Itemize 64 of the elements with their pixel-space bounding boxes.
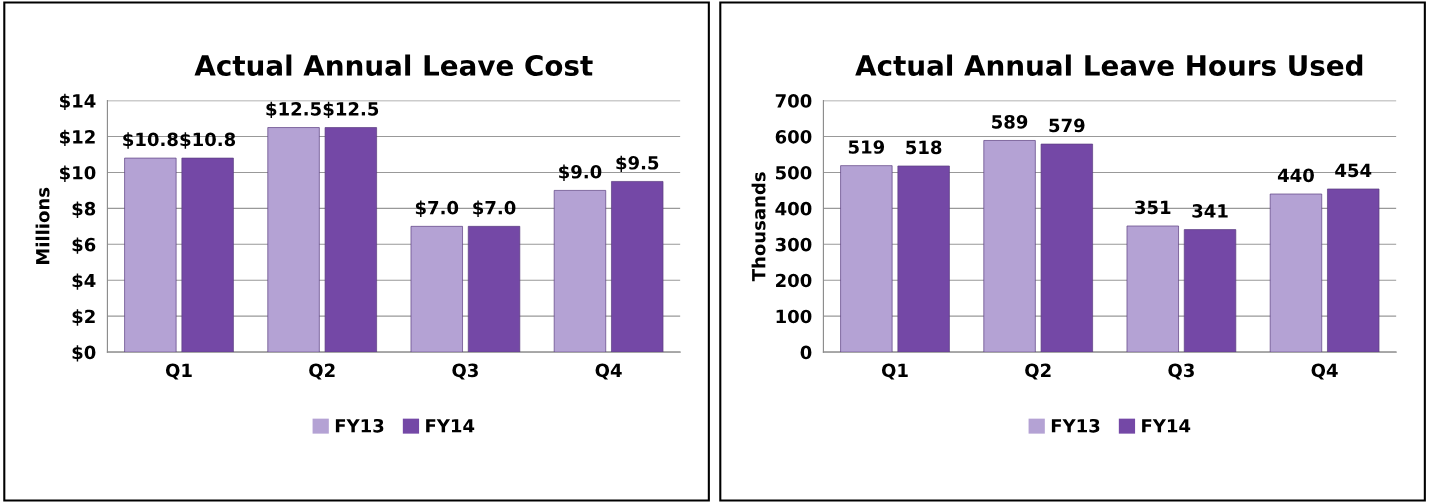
data-label: 518 <box>906 140 942 155</box>
y-tick-label: $0 <box>72 345 96 362</box>
bar <box>1183 229 1237 353</box>
bar <box>124 157 177 353</box>
x-tick-label: Q1 <box>165 363 192 380</box>
x-tick-label: Q3 <box>452 363 478 380</box>
data-label: $12.5 <box>323 101 379 119</box>
y-tick-label: $4 <box>72 273 96 290</box>
data-label: 351 <box>1135 200 1171 215</box>
bar <box>267 127 320 353</box>
data-label: 454 <box>1335 163 1372 178</box>
bar <box>1126 225 1179 353</box>
legend-label: FY13 <box>1051 418 1100 433</box>
x-tick-label: Q3 <box>1168 363 1194 380</box>
bar <box>410 226 463 353</box>
y-tick-label: 500 <box>775 165 812 180</box>
y-axis-title: Thousands <box>751 172 766 282</box>
y-tick-label: 0 <box>800 345 812 360</box>
y-tick-label: $2 <box>72 309 95 326</box>
bar <box>1269 193 1323 353</box>
y-axis-title: Millions <box>35 187 50 265</box>
y-tick-label: $8 <box>72 201 96 218</box>
bar <box>553 190 607 353</box>
bar <box>181 157 234 353</box>
y-tick-label: $6 <box>72 237 96 254</box>
y-tick-label: 600 <box>775 129 812 144</box>
bar <box>1040 143 1093 353</box>
x-tick-label: Q4 <box>1311 363 1338 380</box>
data-label: $9.0 <box>559 164 602 181</box>
data-label: 341 <box>1192 204 1228 218</box>
y-tick-label: $10 <box>60 165 96 182</box>
x-tick-label: Q2 <box>1025 363 1051 380</box>
y-tick-label: 100 <box>776 309 812 324</box>
y-tick-label: 200 <box>776 273 812 288</box>
data-label: $7.0 <box>473 200 516 217</box>
bar <box>324 127 377 353</box>
legend-label: FY14 <box>1142 419 1191 433</box>
y-tick-label: 300 <box>775 237 812 252</box>
y-tick-label: 700 <box>775 94 812 108</box>
chart-title: Actual Annual Leave Hours Used <box>855 54 1363 76</box>
data-label: $10.8 <box>180 132 236 149</box>
data-label: $10.8 <box>123 132 178 149</box>
x-tick-label: Q2 <box>309 363 335 380</box>
y-tick-label: $14 <box>60 93 96 111</box>
data-label: 519 <box>848 140 885 154</box>
y-tick-label: $12 <box>60 129 95 147</box>
legend-label: FY13 <box>335 418 384 433</box>
bar <box>467 226 521 353</box>
data-label: 440 <box>1277 168 1314 183</box>
data-label: 589 <box>992 114 1028 129</box>
bar <box>611 181 664 353</box>
data-label: $9.5 <box>616 155 659 173</box>
bar <box>983 140 1036 353</box>
y-tick-label: 400 <box>775 201 812 216</box>
x-tick-label: Q4 <box>595 363 622 380</box>
x-tick-label: Q1 <box>881 363 908 380</box>
chart-title: Actual Annual Leave Cost <box>194 54 593 76</box>
data-label: $12.5 <box>266 101 321 119</box>
bar <box>840 165 893 353</box>
bar <box>897 165 950 353</box>
data-label: $7.0 <box>415 200 459 217</box>
legend-label: FY14 <box>426 419 475 433</box>
bar <box>1327 188 1380 353</box>
data-label: 579 <box>1049 118 1085 133</box>
